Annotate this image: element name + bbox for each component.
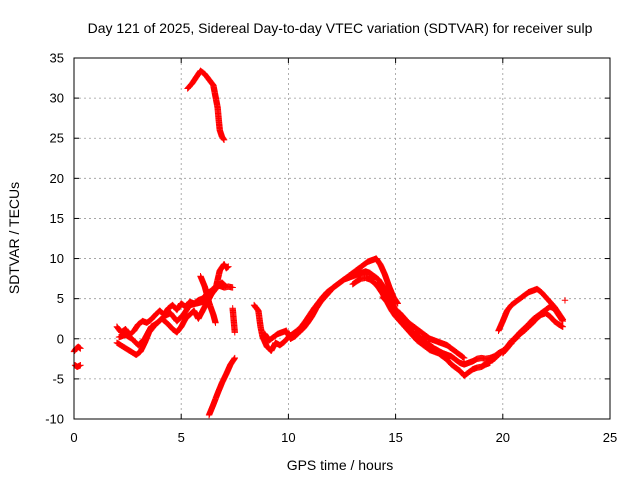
x-tick-label: 20 (496, 430, 510, 445)
data-points (70, 67, 569, 419)
y-tick-label: 10 (50, 251, 64, 266)
y-tick-label: 20 (50, 171, 64, 186)
y-tick-label: -5 (52, 371, 64, 386)
grid-lines (74, 58, 610, 419)
x-tick-label: 15 (388, 430, 402, 445)
chart-title: Day 121 of 2025, Sidereal Day-to-day VTE… (88, 20, 593, 36)
y-tick-label: 35 (50, 51, 64, 66)
y-tick-label: 25 (50, 131, 64, 146)
axis-ticks: 0 5 10 15 20 25 -10 -5 0 5 10 15 20 25 30 35 (45, 51, 617, 446)
x-tick-label: 10 (281, 430, 295, 445)
x-tick-label: 5 (178, 430, 185, 445)
y-tick-label: 5 (57, 291, 64, 306)
y-axis-label: SDTVAR / TECUs (6, 182, 22, 294)
x-tick-label: 0 (70, 430, 77, 445)
plot-frame (73, 57, 611, 420)
x-tick-label: 25 (603, 430, 617, 445)
y-tick-label: 15 (50, 211, 64, 226)
series-markers-0 (70, 67, 569, 419)
y-tick-label: 30 (50, 91, 64, 106)
y-tick-label: 0 (57, 331, 64, 346)
y-tick-label: -10 (45, 412, 64, 427)
x-axis-label: GPS time / hours (287, 457, 394, 473)
